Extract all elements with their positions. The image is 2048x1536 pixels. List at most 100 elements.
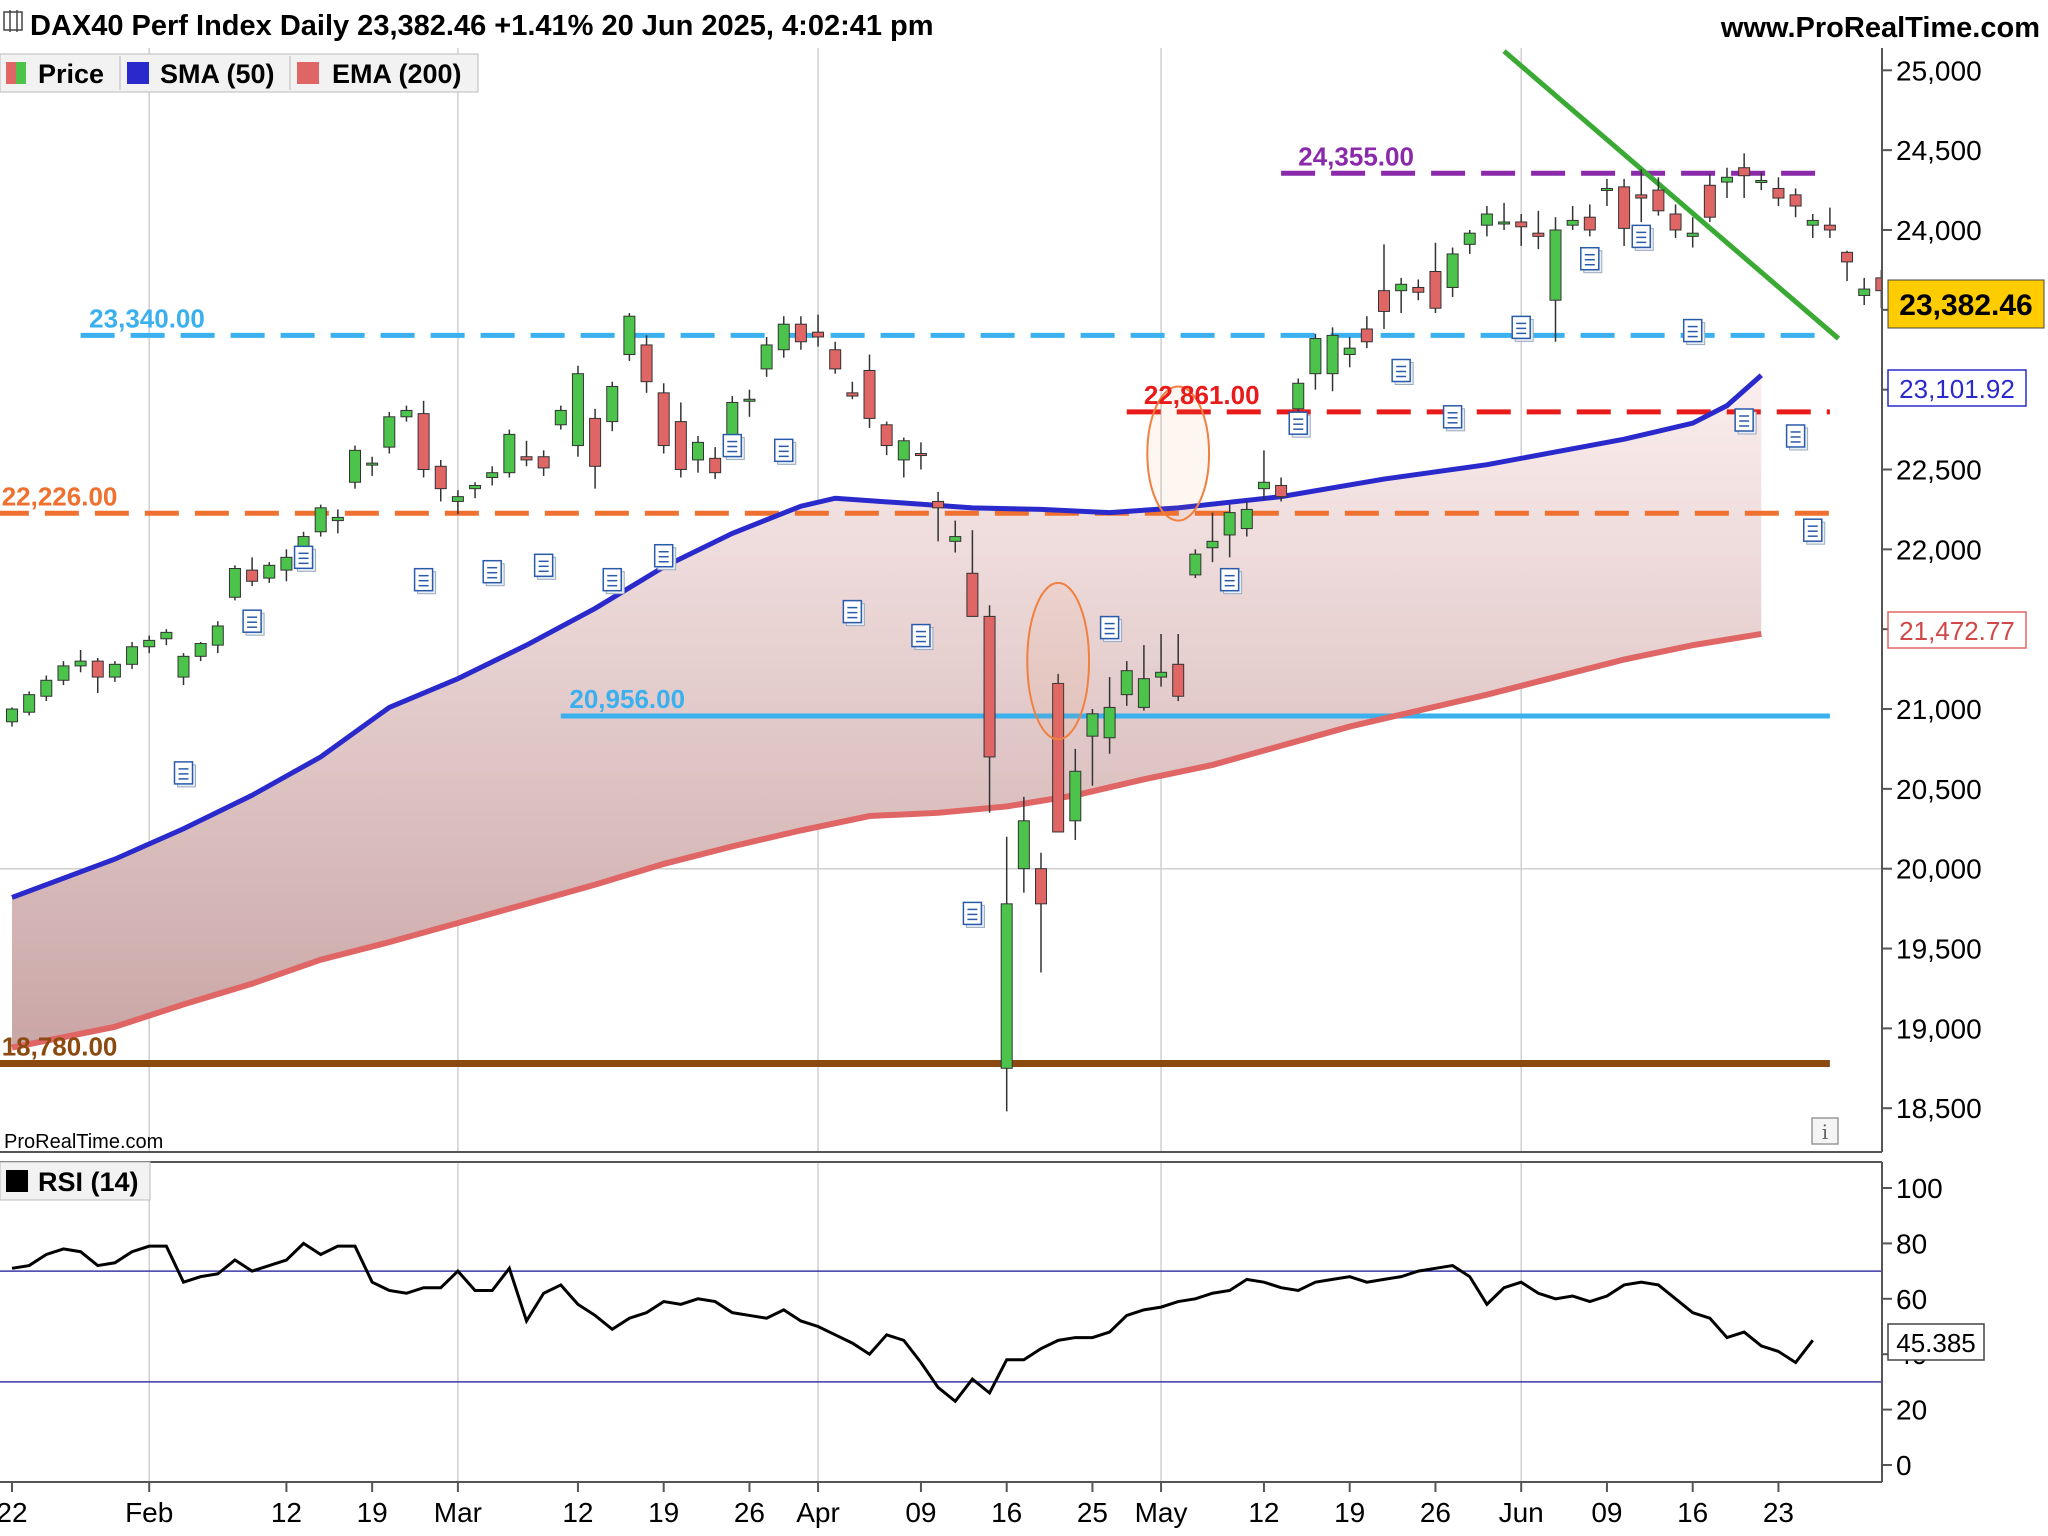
candle[interactable] xyxy=(760,344,773,370)
candle[interactable] xyxy=(1017,820,1030,870)
candle[interactable] xyxy=(1412,286,1425,293)
candle[interactable] xyxy=(1841,251,1854,263)
candle[interactable] xyxy=(1858,288,1871,296)
candle[interactable] xyxy=(863,369,876,419)
candle[interactable] xyxy=(914,453,927,457)
note-icon[interactable] xyxy=(1219,567,1243,595)
candle[interactable] xyxy=(623,315,636,356)
candle[interactable] xyxy=(589,417,602,467)
candle[interactable] xyxy=(1155,671,1168,678)
info-icon[interactable]: i xyxy=(1811,1117,1839,1145)
candle[interactable] xyxy=(280,556,293,571)
note-icon[interactable] xyxy=(1631,224,1654,251)
candle[interactable] xyxy=(194,643,207,657)
candle[interactable] xyxy=(314,507,327,533)
note-icon[interactable] xyxy=(722,433,745,461)
legend-sma[interactable]: SMA (50) xyxy=(127,59,275,89)
candle[interactable] xyxy=(177,655,190,678)
candle[interactable] xyxy=(1240,508,1253,530)
candle[interactable] xyxy=(794,323,807,343)
note-icon[interactable] xyxy=(1682,318,1706,346)
candle[interactable] xyxy=(520,456,533,461)
candle[interactable] xyxy=(1069,770,1082,822)
candle[interactable] xyxy=(91,660,104,678)
candle[interactable] xyxy=(108,663,121,678)
candle[interactable] xyxy=(1823,224,1836,231)
rsi-panel[interactable] xyxy=(0,1162,1882,1482)
candle[interactable] xyxy=(57,665,70,681)
note-icon[interactable] xyxy=(1391,358,1414,385)
candle[interactable] xyxy=(1463,232,1476,245)
note-icon[interactable] xyxy=(653,543,677,571)
note-icon[interactable] xyxy=(602,567,625,595)
note-icon[interactable] xyxy=(842,599,865,627)
rsi-legend[interactable]: RSI (14) xyxy=(0,1161,151,1201)
candle[interactable] xyxy=(1360,328,1373,343)
note-icon[interactable] xyxy=(173,761,196,788)
candle[interactable] xyxy=(143,639,156,648)
candle[interactable] xyxy=(1189,553,1202,576)
candle[interactable] xyxy=(366,462,379,466)
candle[interactable] xyxy=(1120,670,1133,696)
candle[interactable] xyxy=(743,398,756,402)
candle[interactable] xyxy=(228,568,241,598)
candle[interactable] xyxy=(349,449,361,483)
candle[interactable] xyxy=(1583,216,1596,231)
note-icon[interactable] xyxy=(1803,518,1826,545)
candle[interactable] xyxy=(1172,663,1185,697)
candle[interactable] xyxy=(1772,187,1785,199)
candle[interactable] xyxy=(537,456,550,469)
candle[interactable] xyxy=(1498,221,1511,225)
candle[interactable] xyxy=(1806,219,1819,226)
candle[interactable] xyxy=(503,433,516,474)
candle[interactable] xyxy=(949,536,962,542)
candle[interactable] xyxy=(1343,347,1356,356)
note-icon[interactable] xyxy=(482,559,505,587)
candle[interactable] xyxy=(1223,512,1236,536)
candle[interactable] xyxy=(263,564,276,579)
note-icon[interactable] xyxy=(1288,411,1311,438)
note-icon[interactable] xyxy=(293,545,317,572)
candle[interactable] xyxy=(1703,184,1716,218)
legend-price[interactable]: Price xyxy=(6,59,104,89)
candle[interactable] xyxy=(451,496,464,502)
candle[interactable] xyxy=(1927,332,1938,337)
candle[interactable] xyxy=(160,631,173,640)
candle[interactable] xyxy=(1669,213,1682,231)
note-icon[interactable] xyxy=(1734,408,1757,435)
candle[interactable] xyxy=(1515,221,1528,228)
candle[interactable] xyxy=(400,409,413,418)
candle[interactable] xyxy=(383,416,396,448)
candle[interactable] xyxy=(1052,682,1065,833)
candle[interactable] xyxy=(709,457,722,474)
candle[interactable] xyxy=(554,409,567,426)
note-icon[interactable] xyxy=(1511,315,1534,342)
legend-ema[interactable]: EMA (200) xyxy=(297,59,462,89)
candle[interactable] xyxy=(1480,213,1493,226)
note-icon[interactable] xyxy=(774,438,797,465)
candle[interactable] xyxy=(1618,186,1631,229)
candle[interactable] xyxy=(417,413,430,470)
note-icon[interactable] xyxy=(242,609,265,636)
candle[interactable] xyxy=(1738,167,1751,177)
note-icon[interactable] xyxy=(911,623,934,651)
candle[interactable] xyxy=(1137,678,1150,708)
note-icon[interactable] xyxy=(1785,424,1809,451)
candle[interactable] xyxy=(1652,189,1665,212)
candle[interactable] xyxy=(932,500,945,509)
candle[interactable] xyxy=(1326,334,1339,375)
candle[interactable] xyxy=(1206,540,1219,549)
candle[interactable] xyxy=(1549,229,1562,301)
candle[interactable] xyxy=(1103,706,1116,739)
candle[interactable] xyxy=(486,472,499,478)
candle[interactable] xyxy=(6,708,18,723)
candle[interactable] xyxy=(1378,290,1390,312)
candle[interactable] xyxy=(966,572,979,617)
candle[interactable] xyxy=(23,694,36,713)
candle[interactable] xyxy=(1309,338,1322,375)
candle[interactable] xyxy=(1755,179,1768,183)
candle[interactable] xyxy=(692,441,704,461)
candle[interactable] xyxy=(897,440,910,461)
candle[interactable] xyxy=(1292,382,1305,410)
candle[interactable] xyxy=(1944,343,1955,357)
